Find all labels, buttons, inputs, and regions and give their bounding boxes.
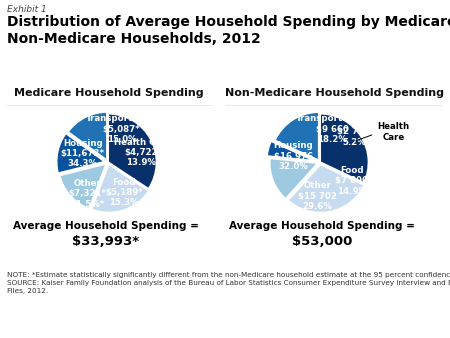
Text: Average Household Spending =: Average Household Spending = [13,221,199,232]
Text: FAMILY: FAMILY [387,304,417,313]
Text: Other
$7,321*
21.5%*: Other $7,321* 21.5%* [68,179,107,209]
Wedge shape [320,114,369,183]
Text: Housing
$16 976
32.0%: Housing $16 976 32.0% [274,142,313,171]
Wedge shape [68,112,107,161]
Text: Medicare Household Spending: Medicare Household Spending [14,88,204,98]
Text: Health Care
$4,722*
13.9%*: Health Care $4,722* 13.9%* [114,138,172,167]
Text: Transportation
$5,087*
15.0%: Transportation $5,087* 15.0% [86,114,158,144]
Text: FOUNDATION: FOUNDATION [378,316,425,321]
Text: Other
$15 702
29.6%: Other $15 702 29.6% [298,182,337,211]
Text: Food
$7 890
14.9%: Food $7 890 14.9% [335,166,368,196]
Wedge shape [274,112,319,161]
Text: KAISER: KAISER [386,293,417,301]
Text: $53,000: $53,000 [292,235,352,248]
Wedge shape [108,114,157,189]
Text: Transportation
$9 660
18.2%: Transportation $9 660 18.2% [296,114,369,144]
Text: Average Household Spending =: Average Household Spending = [229,221,415,232]
Wedge shape [91,164,149,213]
Text: Exhibit 1: Exhibit 1 [7,5,46,14]
Wedge shape [267,141,315,161]
Text: Food
$5,189*
15.3%: Food $5,189* 15.3% [105,177,143,207]
Text: $33,993*: $33,993* [72,235,140,248]
Text: $2 772
5.2%: $2 772 5.2% [338,127,371,147]
Wedge shape [59,164,107,209]
Text: Non-Medicare Household Spending: Non-Medicare Household Spending [225,88,444,98]
Text: Health
Care: Health Care [378,122,410,142]
Text: Housing
$11,673*
34.3%: Housing $11,673* 34.3% [61,139,105,168]
Text: Distribution of Average Household Spending by Medicare and
Non-Medicare Househol: Distribution of Average Household Spendi… [7,15,450,46]
Wedge shape [56,133,105,173]
Wedge shape [288,164,364,213]
Wedge shape [270,158,318,199]
Text: NOTE: *Estimate statistically significantly different from the non-Medicare hous: NOTE: *Estimate statistically significan… [7,272,450,294]
